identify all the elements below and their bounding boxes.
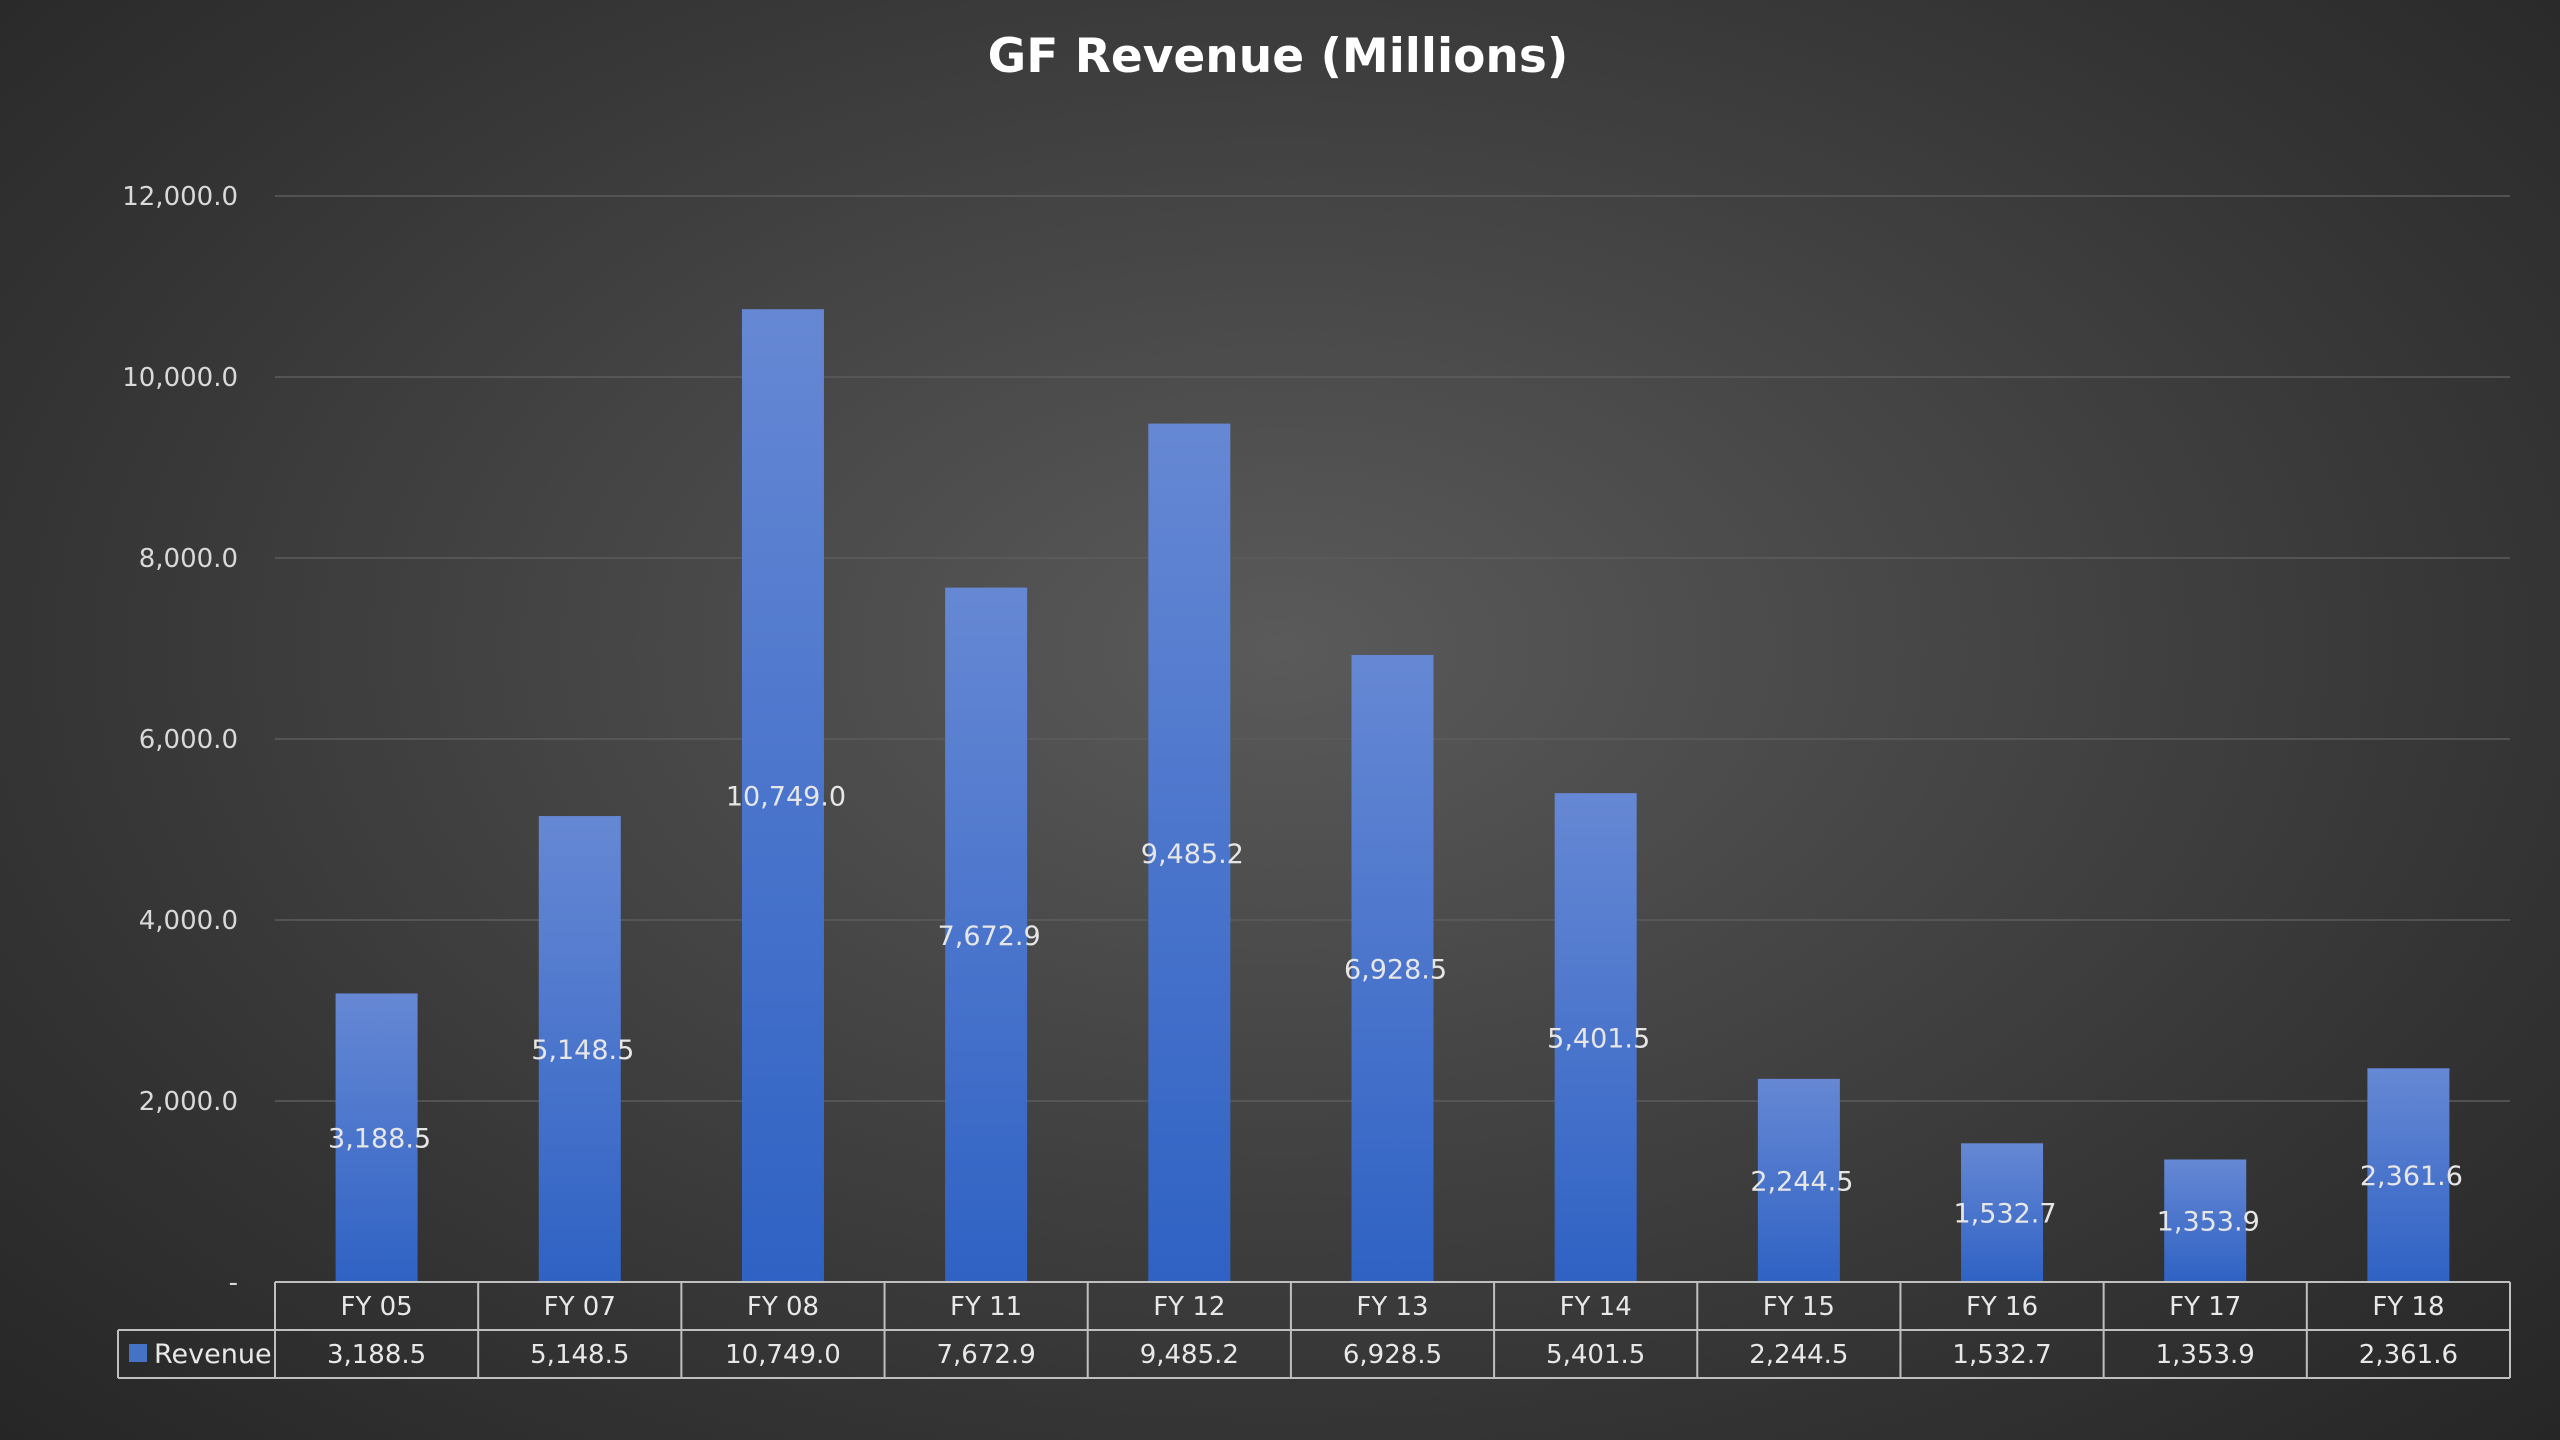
bar — [1554, 793, 1637, 1282]
table-value-cell: 2,244.5 — [1749, 1340, 1848, 1370]
data-label: 6,928.5 — [1344, 954, 1447, 985]
table-value-cell: 10,749.0 — [725, 1340, 841, 1370]
data-label: 2,361.6 — [2360, 1161, 2463, 1192]
bar — [538, 816, 621, 1282]
bar — [2367, 1068, 2450, 1282]
category-label: FY 17 — [2169, 1292, 2241, 1322]
bar — [945, 587, 1028, 1282]
y-tick-label: 6,000.0 — [139, 725, 238, 755]
y-tick-label: 8,000.0 — [139, 544, 238, 574]
data-label: 2,244.5 — [1750, 1166, 1853, 1197]
data-label: 9,485.2 — [1141, 839, 1244, 870]
y-axis-tick-labels: - 2,000.0 4,000.0 6,000.0 8,000.0 10,000.0 12,… — [122, 182, 238, 1298]
y-tick-label: 10,000.0 — [122, 363, 238, 393]
bar — [1757, 1078, 1840, 1282]
category-label: FY 13 — [1356, 1292, 1428, 1322]
legend-label: Revenue — [154, 1339, 272, 1370]
category-label: FY 12 — [1153, 1292, 1225, 1322]
bars — [335, 309, 2450, 1283]
category-label: FY 16 — [1966, 1292, 2038, 1322]
table-value-cell: 5,401.5 — [1546, 1340, 1645, 1370]
y-tick-label: 12,000.0 — [122, 182, 238, 212]
category-label: FY 07 — [544, 1292, 616, 1322]
data-label: 3,188.5 — [328, 1124, 431, 1155]
category-label: FY 15 — [1763, 1292, 1835, 1322]
bar — [335, 993, 418, 1282]
data-label: 5,148.5 — [531, 1035, 634, 1066]
bar — [741, 309, 824, 1282]
category-label: FY 18 — [2372, 1292, 2444, 1322]
data-label: 7,672.9 — [938, 921, 1041, 952]
data-table: FY 05 3,188.5 FY 07 5,148.5 FY 08 10,749.0 FY … — [117, 1281, 2511, 1379]
data-label: 5,401.5 — [1547, 1024, 1650, 1055]
bar — [1148, 423, 1231, 1283]
bar — [2164, 1159, 2247, 1282]
table-value-cell: 1,353.9 — [2156, 1340, 2255, 1370]
table-value-cell: 1,532.7 — [1952, 1340, 2051, 1370]
table-value-cell: 5,148.5 — [530, 1340, 629, 1370]
table-value-cell: 2,361.6 — [2359, 1340, 2458, 1370]
category-label: FY 08 — [747, 1292, 819, 1322]
data-labels: 3,188.5 5,148.5 10,749.0 7,672.9 9,485.2 6,92… — [328, 782, 2463, 1238]
bar — [1351, 654, 1434, 1282]
data-label: 10,749.0 — [726, 782, 846, 813]
category-label: FY 11 — [950, 1292, 1022, 1322]
y-tick-label: - — [229, 1268, 238, 1298]
table-value-cell: 3,188.5 — [327, 1340, 426, 1370]
y-tick-label: 2,000.0 — [139, 1087, 238, 1117]
category-label: FY 14 — [1560, 1292, 1632, 1322]
table-value-cell: 7,672.9 — [937, 1340, 1036, 1370]
chart-title: GF Revenue (Millions) — [988, 29, 1569, 84]
y-tick-label: 4,000.0 — [139, 906, 238, 936]
bar — [1961, 1143, 2044, 1282]
legend-key — [129, 1344, 147, 1362]
category-label: FY 05 — [340, 1292, 412, 1322]
data-label: 1,353.9 — [2157, 1207, 2260, 1238]
data-label: 1,532.7 — [1954, 1199, 2057, 1230]
table-value-cell: 6,928.5 — [1343, 1340, 1442, 1370]
table-value-cell: 9,485.2 — [1140, 1340, 1239, 1370]
